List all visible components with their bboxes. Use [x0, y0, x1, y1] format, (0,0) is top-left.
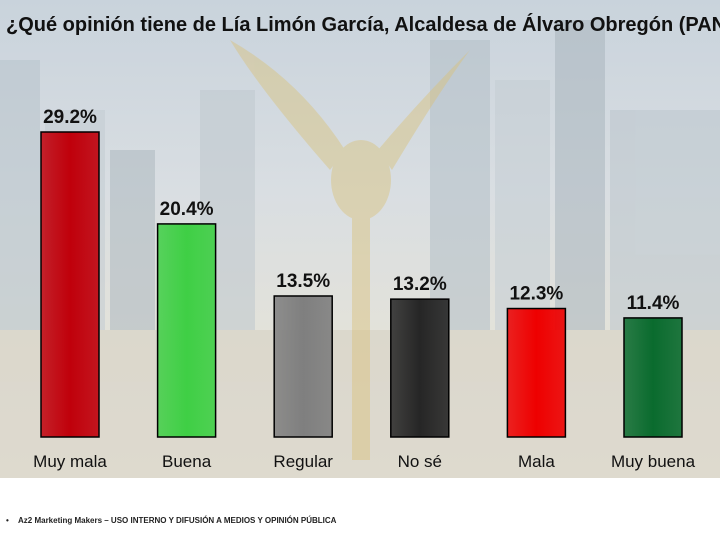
footer-text: Az2 Marketing Makers – USO INTERNO Y DIF…	[18, 516, 337, 525]
bar-1	[156, 223, 217, 438]
category-label-4: Mala	[518, 452, 555, 471]
chart-title: ¿Qué opinión tiene de Lía Limón García, …	[6, 14, 720, 36]
bar-0	[40, 131, 100, 438]
bar-5	[623, 317, 683, 438]
bar-3	[390, 298, 450, 438]
data-label-2: 13.5%	[276, 271, 330, 292]
footer-bullet: •	[6, 516, 9, 525]
data-label-5: 11.4%	[627, 293, 680, 314]
data-label-1: 20.4%	[160, 199, 214, 220]
category-label-1: Buena	[162, 452, 212, 471]
bar-2	[273, 295, 333, 438]
data-label-3: 13.2%	[393, 274, 447, 295]
bar-4	[506, 307, 567, 438]
bar-chart: 29.2% Muy mala 20.4% Buena 13.5% Regular 13.2%…	[33, 107, 696, 471]
category-label-3: No sé	[398, 452, 442, 471]
category-label-0: Muy mala	[33, 452, 107, 471]
category-label-2: Regular	[273, 452, 333, 471]
data-label-4: 12.3%	[509, 284, 563, 305]
data-label-0: 29.2%	[43, 107, 97, 128]
footer-note: • Az2 Marketing Makers – USO INTERNO Y DI…	[6, 516, 336, 525]
category-label-5: Muy buena	[611, 452, 696, 471]
